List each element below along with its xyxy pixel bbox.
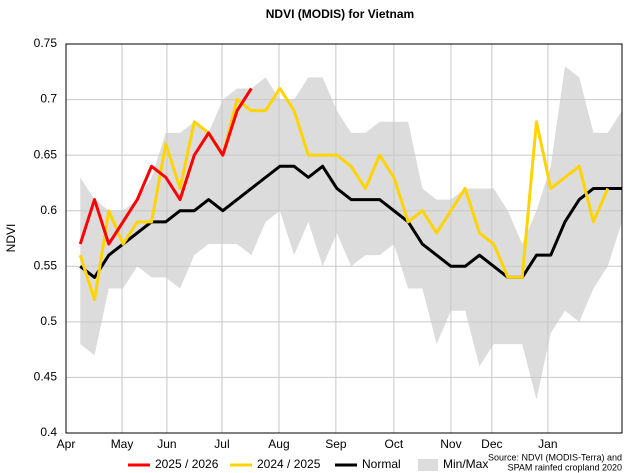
y-tick-label: 0.55 <box>34 258 58 272</box>
x-tick-label: Jun <box>157 437 176 451</box>
x-tick-label: May <box>111 437 134 451</box>
series-line <box>79 164 622 279</box>
series-line <box>78 86 610 302</box>
min-max-band <box>80 66 622 400</box>
x-tick-label: Jul <box>214 437 229 451</box>
y-tick-label: 0.5 <box>40 314 57 328</box>
x-tick-label: Apr <box>57 437 76 451</box>
y-tick-label: 0.45 <box>34 370 58 384</box>
x-tick-label: Sep <box>325 437 347 451</box>
source: Source: NDVI (MODIS-Terra) and <box>488 452 622 462</box>
plot-frame <box>65 43 623 434</box>
x-tick-label: Jan <box>538 437 557 451</box>
source: SPAM rainfed cropland 2020 <box>508 462 622 472</box>
x-tick-label: Dec <box>481 437 502 451</box>
legend-label: 2025 / 2026 <box>155 457 219 471</box>
x-tick-label: Oct <box>385 437 404 451</box>
y-tick-label: 0.75 <box>34 36 58 50</box>
series-line <box>78 87 253 246</box>
y-tick-label: 0.7 <box>40 92 57 106</box>
legend-label: Normal <box>362 457 401 471</box>
y-tick-label: 0.4 <box>40 425 57 439</box>
legend-swatch <box>418 459 438 471</box>
x-tick-label: Nov <box>440 437 461 451</box>
y-tick-label: 0.65 <box>34 147 58 161</box>
y-tick-label: 0.6 <box>40 203 57 217</box>
x-tick-label: Aug <box>268 437 289 451</box>
legend-label: Min/Max <box>443 457 488 471</box>
chart-title: NDVI (MODIS) for Vietnam <box>266 7 414 21</box>
legend-label: 2024 / 2025 <box>257 457 321 471</box>
y-axis-label: NDVI <box>4 224 18 253</box>
